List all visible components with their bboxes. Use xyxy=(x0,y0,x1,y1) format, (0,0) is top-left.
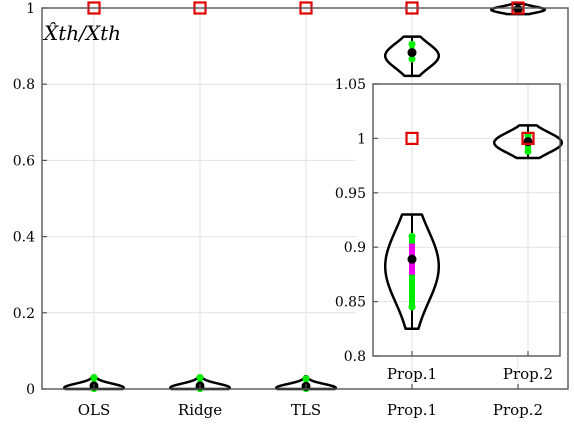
x-category-label: Prop.2 xyxy=(493,401,543,419)
y-tick-label: 0 xyxy=(26,382,35,398)
x-category-label: Prop.1 xyxy=(387,365,437,383)
y-tick-label: 0.4 xyxy=(13,230,35,246)
y-axis-label: X̂th/Xth xyxy=(42,21,121,45)
q3-marker xyxy=(408,40,416,48)
y-tick-label: 0.85 xyxy=(335,295,366,311)
violin-outline xyxy=(383,35,441,78)
y-tick-label: 0.95 xyxy=(335,186,366,202)
inset-axes: 0.8 0.85 0.9 0.95 1 1.05 Prop.1 Prop.2 xyxy=(335,77,561,383)
q3-marker xyxy=(90,374,98,382)
q3-marker xyxy=(408,232,416,240)
x-category-label: Prop.2 xyxy=(503,365,553,383)
inset-violins xyxy=(383,124,564,331)
axes-box xyxy=(372,83,561,357)
y-tick-label: 0.9 xyxy=(344,240,366,256)
x-category-label: Ridge xyxy=(178,401,222,419)
q3-marker xyxy=(302,375,310,383)
q1-marker xyxy=(524,147,532,155)
q3-marker xyxy=(196,374,204,382)
main-axes: 0 0.2 0.4 0.6 0.8 1 OLS Ridge TLS Prop.1 Prop.2 xyxy=(13,1,569,419)
median-point xyxy=(513,4,523,14)
q1-marker xyxy=(408,303,416,311)
y-tick-label: 1.05 xyxy=(335,77,366,93)
y-tick-label: 0.6 xyxy=(13,153,35,169)
reference-marker xyxy=(521,131,535,145)
x-category-label: OLS xyxy=(78,401,111,419)
inset-chart: 0.8 0.85 0.9 0.95 1 1.05 Prop.1 Prop.2 xyxy=(335,77,564,383)
violin-outline xyxy=(492,124,564,160)
median-point xyxy=(407,254,417,264)
reference-marker xyxy=(405,131,419,145)
axes-box xyxy=(41,7,569,390)
y-tick-label: 1 xyxy=(357,131,366,147)
violin-outline xyxy=(383,213,441,331)
y-tick-label: 0.2 xyxy=(13,306,35,322)
y-tick-label: 1 xyxy=(26,1,35,17)
x-category-label: Prop.1 xyxy=(387,401,437,419)
q1-marker xyxy=(408,55,416,63)
x-category-label: TLS xyxy=(291,401,321,419)
y-tick-label: 0.8 xyxy=(344,349,366,365)
y-tick-label: 0.8 xyxy=(13,77,35,93)
median-point xyxy=(407,48,417,58)
